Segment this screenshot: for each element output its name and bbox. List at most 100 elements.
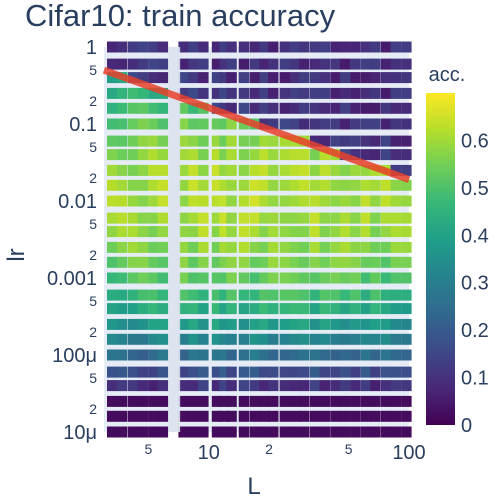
heatmap-cell xyxy=(188,41,199,53)
heatmap-cell xyxy=(381,426,392,438)
heatmap-cell xyxy=(211,149,223,161)
heatmap-cell xyxy=(107,195,118,207)
heatmap-cell xyxy=(381,318,392,330)
heatmap-cell xyxy=(401,226,412,238)
heatmap-cell xyxy=(198,241,209,253)
heatmap-cell xyxy=(401,410,412,422)
heatmap-cell xyxy=(279,118,291,130)
heatmap-cell xyxy=(370,87,381,99)
heatmap-cell xyxy=(401,272,412,284)
heatmap-cell xyxy=(370,395,381,407)
heatmap-cell xyxy=(319,303,331,315)
heatmap-cell xyxy=(226,118,237,130)
heatmap-cell xyxy=(219,349,230,361)
heatmap-cell xyxy=(259,58,270,70)
heatmap-cell xyxy=(148,164,159,176)
heatmap-cell xyxy=(198,58,209,70)
heatmap-cell xyxy=(157,195,169,207)
heatmap-cell xyxy=(268,41,279,53)
heatmap-cell xyxy=(188,195,199,207)
colorbar-tick-label: 0.6 xyxy=(461,130,489,152)
heatmap-cell xyxy=(381,226,392,238)
heatmap-cell xyxy=(249,41,261,53)
heatmap-cell xyxy=(330,179,341,191)
heatmap-cell xyxy=(157,149,169,161)
heatmap-cell xyxy=(238,256,250,268)
heatmap-cell xyxy=(390,226,402,238)
heatmap-cell xyxy=(390,212,402,224)
heatmap-cell xyxy=(350,72,361,84)
y-tick-label: 5 xyxy=(89,216,97,232)
heatmap-cell xyxy=(401,380,412,392)
heatmap-cell xyxy=(330,195,341,207)
heatmap-cell xyxy=(268,179,279,191)
heatmap-cell xyxy=(330,135,341,147)
heatmap-cell xyxy=(390,241,402,253)
heatmap-cell xyxy=(289,366,301,378)
heatmap-cell xyxy=(226,195,237,207)
heatmap-cell xyxy=(339,272,351,284)
heatmap-cell xyxy=(219,256,230,268)
heatmap-cell xyxy=(107,289,118,301)
heatmap-cell xyxy=(279,58,291,70)
heatmap-cell xyxy=(238,366,250,378)
heatmap-cell xyxy=(360,241,372,253)
heatmap-cell xyxy=(350,212,361,224)
heatmap-cell xyxy=(309,303,321,315)
heatmap-cell xyxy=(319,72,331,84)
heatmap-cell xyxy=(319,333,331,345)
y-tick-label: 2 xyxy=(89,247,97,263)
heatmap-cell xyxy=(319,410,331,422)
heatmap-cell xyxy=(339,349,351,361)
heatmap-cell xyxy=(178,149,189,161)
heatmap-cell xyxy=(211,135,223,147)
heatmap-cell xyxy=(401,318,412,330)
heatmap-cell xyxy=(128,333,139,345)
heatmap-cell xyxy=(350,118,361,130)
heatmap-cell xyxy=(289,395,301,407)
heatmap-cell xyxy=(319,41,331,53)
heatmap-cell xyxy=(157,58,169,70)
x-tick-label: 10 xyxy=(198,442,220,464)
heatmap-cell xyxy=(319,256,331,268)
heatmap-cell xyxy=(211,256,223,268)
heatmap-cell xyxy=(350,318,361,330)
heatmap-cell xyxy=(401,426,412,438)
heatmap-cell xyxy=(299,366,310,378)
heatmap-cell xyxy=(249,349,261,361)
heatmap-cell xyxy=(401,179,412,191)
heatmap-cell xyxy=(188,410,199,422)
heatmap-cell xyxy=(299,380,310,392)
heatmap-cell xyxy=(219,226,230,238)
missing-column-band xyxy=(168,47,181,432)
heatmap-cell xyxy=(299,256,310,268)
heatmap-cell xyxy=(107,149,118,161)
heatmap-cell xyxy=(128,426,139,438)
heatmap-cell xyxy=(128,395,139,407)
heatmap-cell xyxy=(279,333,291,345)
heatmap-cell xyxy=(390,72,402,84)
heatmap-cell xyxy=(330,272,341,284)
heatmap-cell xyxy=(238,349,250,361)
heatmap-cell xyxy=(381,72,392,84)
heatmap-cell xyxy=(148,226,159,238)
heatmap-cell xyxy=(350,426,361,438)
heatmap-cell xyxy=(299,149,310,161)
heatmap-cell xyxy=(360,318,372,330)
heatmap-cell xyxy=(157,72,169,84)
heatmap-cell xyxy=(299,349,310,361)
heatmap-cell xyxy=(279,366,291,378)
heatmap-cell xyxy=(319,241,331,253)
heatmap-cell xyxy=(188,118,199,130)
heatmap-cell xyxy=(350,149,361,161)
heatmap-cell xyxy=(401,212,412,224)
heatmap-cell xyxy=(401,102,412,114)
heatmap-cell xyxy=(178,164,189,176)
heatmap-cell xyxy=(198,149,209,161)
heatmap-cell xyxy=(178,102,189,114)
heatmap-cell xyxy=(360,366,372,378)
heatmap-cell xyxy=(137,241,149,253)
heatmap-cell xyxy=(299,395,310,407)
heatmap-cell xyxy=(268,289,279,301)
